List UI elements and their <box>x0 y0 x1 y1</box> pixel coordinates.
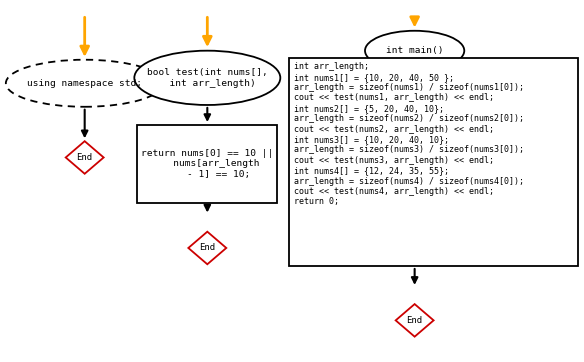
Ellipse shape <box>365 31 464 71</box>
Text: End: End <box>406 316 423 325</box>
Text: int main(): int main() <box>386 46 443 55</box>
Text: End: End <box>199 244 215 252</box>
FancyBboxPatch shape <box>137 125 277 203</box>
Text: End: End <box>77 153 93 162</box>
Polygon shape <box>395 304 433 337</box>
Polygon shape <box>188 232 226 264</box>
Text: using namespace std;: using namespace std; <box>27 79 142 88</box>
Text: return nums[0] == 10 ||
   nums[arr_length
    - 1] == 10;: return nums[0] == 10 || nums[arr_length … <box>141 149 273 179</box>
FancyBboxPatch shape <box>289 58 578 266</box>
Text: bool test(int nums[],
  int arr_length): bool test(int nums[], int arr_length) <box>147 68 267 88</box>
Ellipse shape <box>134 51 280 105</box>
Polygon shape <box>65 141 104 174</box>
Ellipse shape <box>6 60 164 107</box>
Text: int arr_length;
int nums1[] = {10, 20, 40, 50 };
arr_length = sizeof(nums1) / si: int arr_length; int nums1[] = {10, 20, 4… <box>294 62 524 206</box>
